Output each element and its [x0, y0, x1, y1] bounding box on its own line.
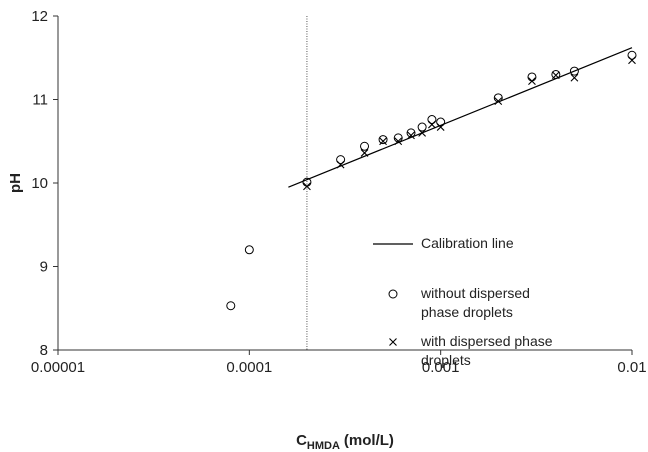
x-tick-label: 0.0001 [226, 359, 272, 376]
legend-swatch [389, 338, 397, 346]
y-tick-label: 10 [31, 175, 48, 192]
x-label-sub: HMDA [307, 440, 340, 452]
point [406, 128, 416, 138]
y-tick-label: 12 [31, 8, 48, 25]
point [494, 97, 503, 106]
x-axis-label: CHMDA (mol/L) [296, 432, 394, 452]
point [303, 182, 311, 191]
y-tick-label: 9 [40, 259, 48, 276]
calibration-line [288, 47, 633, 188]
point [336, 160, 345, 169]
x-label-main: C [296, 432, 307, 449]
point [570, 73, 579, 82]
point [628, 56, 636, 65]
point [244, 245, 254, 255]
point [418, 129, 427, 137]
legend-label: with dispersed phase droplets [421, 333, 553, 368]
point [417, 122, 427, 132]
point [569, 66, 579, 76]
y-tick-label: 8 [40, 342, 48, 359]
point [379, 137, 387, 146]
point [436, 123, 445, 131]
x-tick-label: 0.001 [422, 359, 460, 376]
point [226, 301, 236, 311]
point [378, 135, 388, 145]
x-tick-label: 0.00001 [31, 359, 85, 376]
point [528, 77, 536, 86]
point [407, 131, 415, 140]
point [551, 71, 560, 80]
y-axis-label: pH [7, 173, 24, 193]
point [627, 50, 637, 60]
point [436, 117, 446, 127]
point [428, 120, 436, 129]
point [394, 137, 403, 146]
point [527, 72, 537, 82]
legend-label: without dispersed phase droplets [421, 285, 530, 320]
point [427, 115, 437, 125]
point [360, 149, 369, 157]
point [336, 155, 346, 165]
point [551, 69, 561, 79]
point [360, 141, 370, 151]
y-tick-label: 11 [32, 92, 48, 109]
x-label-unit: (mol/L) [344, 432, 394, 449]
legend-label: Calibration line [421, 235, 514, 251]
legend-swatch [388, 289, 398, 299]
x-tick-label: 0.01 [617, 359, 646, 376]
